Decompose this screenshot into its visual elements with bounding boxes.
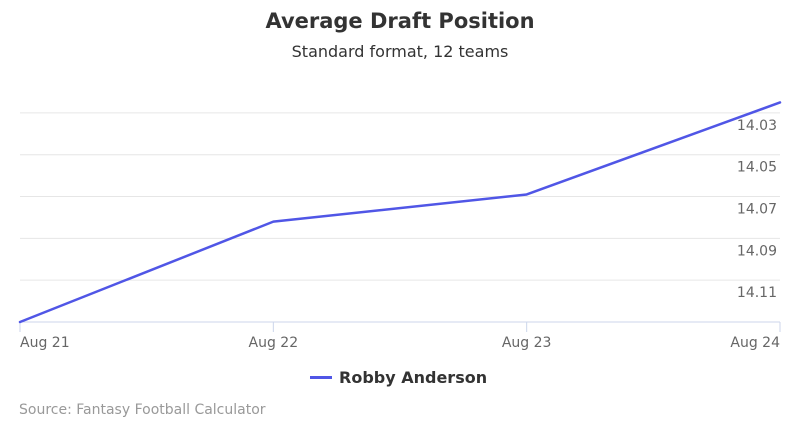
x-tick-label: Aug 23 [502,335,552,351]
legend-label: Robby Anderson [339,367,488,387]
y-tick-label: 14.05 [737,160,777,176]
credits[interactable]: Source: Fantasy Football Calculator [19,402,266,418]
x-tick-label: Aug 22 [249,335,299,351]
y-tick-label: 14.07 [737,201,777,217]
series-line [18,101,782,324]
chart-title: Average Draft Position [265,9,535,33]
legend[interactable]: Robby Anderson [310,366,487,388]
y-tick-label: 14.03 [737,118,777,134]
x-tick-label: Aug 21 [20,335,70,351]
y-tick-label: 14.09 [737,243,777,259]
chart-subtitle: Standard format, 12 teams [291,42,509,61]
legend-swatch [310,375,332,379]
x-tick-label: Aug 24 [730,335,780,351]
y-tick-label: 14.11 [737,285,777,301]
